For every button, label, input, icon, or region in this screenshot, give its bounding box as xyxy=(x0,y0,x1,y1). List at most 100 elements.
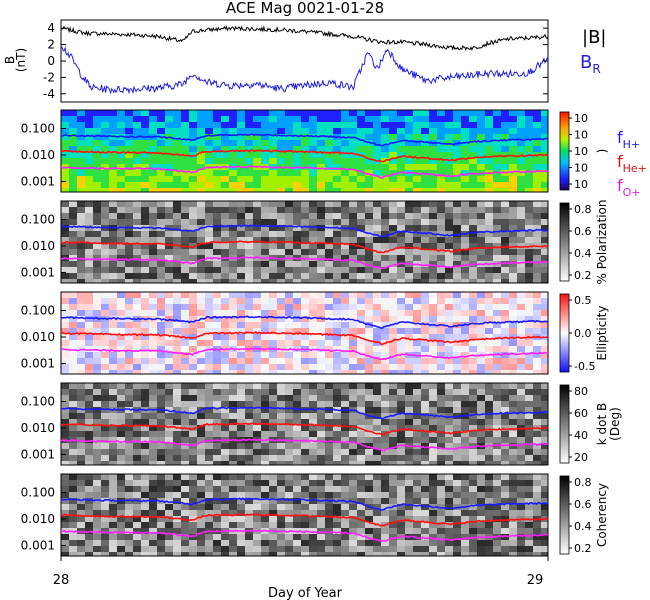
spectrogram-cell xyxy=(357,316,365,322)
spectrogram-cell xyxy=(101,328,109,334)
spectrogram-cell xyxy=(245,546,253,552)
spectrogram-cell xyxy=(501,158,509,164)
spectrogram-cell xyxy=(277,304,285,310)
spectrogram-cell xyxy=(349,267,357,273)
spectrogram-cell xyxy=(173,407,181,413)
spectrogram-cell xyxy=(101,267,109,273)
spectrogram-cell xyxy=(317,510,325,516)
spectrogram-cell xyxy=(445,346,453,352)
spectrogram-cell xyxy=(157,292,165,298)
spectrogram-cell xyxy=(157,128,165,134)
spectrogram-cell xyxy=(277,116,285,122)
spectrogram-cell xyxy=(301,134,309,140)
spectrogram-cell xyxy=(93,455,101,461)
spectrogram-cell xyxy=(477,328,485,334)
spectrogram-cell xyxy=(237,201,245,207)
spectrogram-cell xyxy=(269,152,277,158)
spectrogram-cell xyxy=(469,358,477,364)
spectrogram-cell xyxy=(173,431,181,437)
spectrogram-cell xyxy=(453,383,461,389)
spectrogram-cell xyxy=(285,146,293,152)
spectrogram-cell xyxy=(253,207,261,213)
spectrogram-cell xyxy=(237,152,245,158)
spectrogram-cell xyxy=(509,413,517,419)
spectrogram-cell xyxy=(109,261,117,267)
spectrogram-cell xyxy=(85,146,93,152)
spectrogram-cell xyxy=(181,401,189,407)
spectrogram-cell xyxy=(349,201,357,207)
colorbar-tick-label: 10 xyxy=(574,112,588,125)
spectrogram-cell xyxy=(365,516,373,522)
spectrogram-cell xyxy=(357,292,365,298)
spectrogram-cell xyxy=(165,346,173,352)
spectrogram-cell xyxy=(533,110,541,116)
spectrogram-cell xyxy=(293,352,301,358)
spectrogram-cell xyxy=(173,273,181,279)
spectrogram-cell xyxy=(453,389,461,395)
spectrogram-cell xyxy=(77,231,85,237)
spectrogram-cell xyxy=(333,474,341,480)
spectrogram-cell xyxy=(197,504,205,510)
spectrogram-cell xyxy=(277,413,285,419)
spectrogram-cell xyxy=(445,480,453,486)
spectrogram-cell xyxy=(189,383,197,389)
spectrogram-cell xyxy=(469,540,477,546)
spectrogram-cell xyxy=(325,510,333,516)
spectrogram-cell xyxy=(493,528,501,534)
spectrogram-cell xyxy=(253,316,261,322)
spectrogram-cell xyxy=(485,122,493,128)
spectrogram-cell xyxy=(413,207,421,213)
spectrogram-cell xyxy=(325,310,333,316)
spectrogram-cell xyxy=(397,419,405,425)
spectrogram-cell xyxy=(133,431,141,437)
spectrogram-cell xyxy=(357,461,365,465)
spectrogram-cell xyxy=(261,552,269,556)
spectrogram-cell xyxy=(301,552,309,556)
spectrogram-cell xyxy=(357,146,365,152)
spectrogram-cell xyxy=(397,383,405,389)
spectrogram-cell xyxy=(365,140,373,146)
spectrogram-cell xyxy=(381,176,389,182)
spectrogram-cell xyxy=(269,249,277,255)
spectrogram-cell xyxy=(477,540,485,546)
spectrogram-cell xyxy=(117,255,125,261)
spectrogram-cell xyxy=(109,201,117,207)
spectrogram-cell xyxy=(237,486,245,492)
spectrogram-cell xyxy=(93,510,101,516)
spectrogram-cell xyxy=(69,134,77,140)
spectrogram-cell xyxy=(285,334,293,340)
spectrogram-cell xyxy=(101,401,109,407)
spectrogram-cell xyxy=(349,188,357,192)
spectrogram-cell xyxy=(389,352,397,358)
spectrogram-cell xyxy=(229,116,237,122)
spectrogram-cell xyxy=(405,364,413,370)
spectrogram-cell xyxy=(125,304,133,310)
spectrogram-cell xyxy=(157,164,165,170)
spectrogram-cell xyxy=(285,122,293,128)
spectrogram-cell xyxy=(397,334,405,340)
spectrogram-cell xyxy=(245,152,253,158)
spectrogram-cell xyxy=(77,455,85,461)
spectrogram-cell xyxy=(157,267,165,273)
spectrogram-cell xyxy=(269,231,277,237)
spectrogram-cell xyxy=(333,219,341,225)
spectrogram-cell xyxy=(333,437,341,443)
spectrogram-cell xyxy=(525,389,533,395)
spectrogram-cell xyxy=(325,231,333,237)
spectrogram-cell xyxy=(509,158,517,164)
spectrogram-cell xyxy=(197,146,205,152)
spectrogram-cell xyxy=(221,298,229,304)
spectrogram-cell xyxy=(93,546,101,552)
spectrogram-cell xyxy=(429,304,437,310)
spectrogram-cell xyxy=(357,383,365,389)
spectrogram-cell xyxy=(453,340,461,346)
spectrogram-cell xyxy=(117,273,125,279)
spectrogram-cell xyxy=(493,437,501,443)
spectrogram-cell xyxy=(77,310,85,316)
spectrogram-cell xyxy=(517,407,525,413)
spectrogram-cell xyxy=(469,322,477,328)
spectrogram-cell xyxy=(117,219,125,225)
spectrogram-cell xyxy=(101,516,109,522)
spectrogram-cell xyxy=(189,182,197,188)
spectrogram-cell xyxy=(149,334,157,340)
